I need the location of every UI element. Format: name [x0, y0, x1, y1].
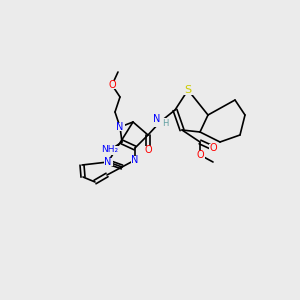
FancyBboxPatch shape — [130, 156, 140, 164]
FancyBboxPatch shape — [182, 85, 194, 94]
Text: H: H — [162, 118, 168, 127]
FancyBboxPatch shape — [196, 151, 205, 159]
FancyBboxPatch shape — [116, 123, 124, 131]
Text: O: O — [209, 143, 217, 153]
FancyBboxPatch shape — [153, 118, 167, 127]
FancyBboxPatch shape — [143, 146, 152, 154]
Text: N: N — [116, 122, 124, 132]
Text: N: N — [131, 155, 139, 165]
Text: S: S — [184, 85, 192, 95]
FancyBboxPatch shape — [107, 81, 116, 89]
Text: O: O — [144, 145, 152, 155]
Text: O: O — [196, 150, 204, 160]
Text: NH₂: NH₂ — [101, 146, 118, 154]
FancyBboxPatch shape — [103, 158, 112, 166]
Text: N: N — [104, 157, 112, 167]
FancyBboxPatch shape — [208, 144, 217, 152]
Text: O: O — [108, 80, 116, 90]
FancyBboxPatch shape — [100, 146, 120, 154]
Text: N: N — [153, 114, 161, 124]
